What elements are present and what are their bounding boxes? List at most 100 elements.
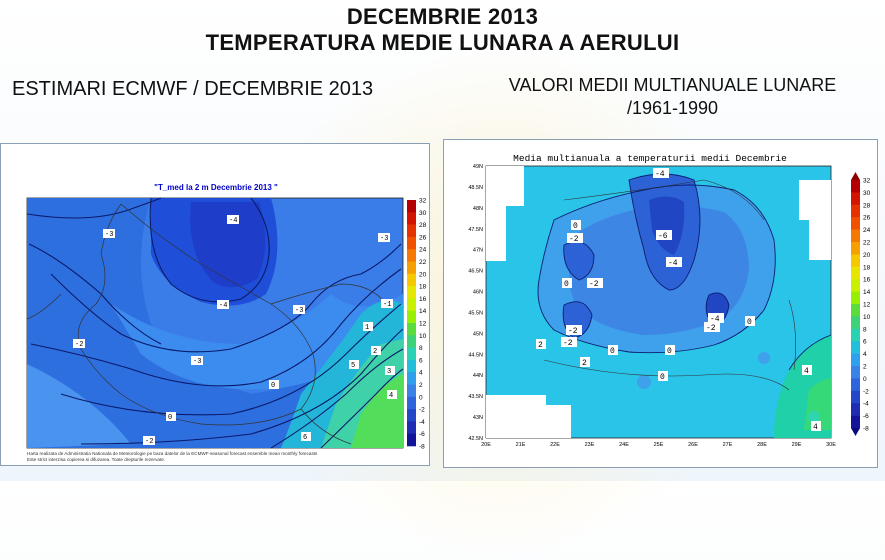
multiannual-map-title: Media multianuala a temperaturii medii D… [513,153,787,164]
contour-label: 0 [168,414,172,422]
colorbar-swatch [407,359,416,373]
longitude-tick-label: 27E [723,442,733,448]
colorbar-tick-label: 22 [419,259,427,266]
longitude-tick-label: 24E [619,442,629,448]
colorbar-swatch [407,236,416,250]
colorbar-swatch [407,421,416,434]
colorbar-swatch [851,204,860,218]
latitude-tick-label: 43N [473,415,483,421]
ecmwf-footer-line2: Este strict interzisa copierea si difuza… [27,457,165,462]
colorbar-tick-label: 24 [419,247,427,254]
longitude-tick-label: 29E [792,442,802,448]
colorbar-tick-label: 12 [419,321,427,328]
contour-label: 5 [351,362,355,370]
contour-label: -2 [75,341,83,349]
contour-label: 6 [303,434,307,442]
colorbar-tick-label: 4 [863,351,867,358]
colorbar-tick-label: -6 [863,413,869,420]
ecmwf-contour-labels: -4 -4 -3 -3 -3 -3 -2 -2 -1 0 0 1 2 3 4 5… [73,215,397,446]
contour-label: 4 [813,423,818,432]
colorbar-tick-label: -4 [863,401,869,408]
contour-label: 0 [564,280,569,289]
colorbar-swatch [851,254,860,268]
colorbar-tick-label: -2 [863,388,869,395]
colorbar-swatch [851,316,860,330]
ecmwf-forecast-map: "T_med la 2 m Decembrie 2013 " [0,143,430,466]
contour-label: -1 [383,301,391,309]
right-panel-heading: VALORI MEDII MULTIANUALE LUNARE /1961-19… [475,74,870,120]
contour-label: 4 [389,392,393,400]
ecmwf-map-title: "T_med la 2 m Decembrie 2013 " [154,183,278,192]
contour-label: -4 [219,302,227,310]
multiannual-map-svg: Media multianuala a temperaturii medii D… [468,150,871,448]
colorbar-swatch [851,403,860,416]
contour-label: -2 [568,327,578,336]
colorbar-tick-label: 14 [863,289,871,296]
colorbar-swatch [407,372,416,385]
colorbar-tick-label: 26 [863,215,871,222]
latitude-tick-label: 43.5N [468,394,483,400]
colorbar-swatch [851,266,860,280]
latitude-tick-label: 42.5N [468,436,483,442]
longitude-tick-label: 28E [757,442,767,448]
latitude-tick-label: 46N [473,290,483,296]
contour-label: -3 [380,235,388,243]
colorbar-tick-label: 12 [863,302,871,309]
colorbar-swatch [407,384,416,398]
colorbar-swatch [851,180,860,193]
colorbar-tick-label: 32 [419,198,427,205]
contour-label: 0 [573,222,578,231]
colorbar-max-arrow [851,172,860,180]
colorbar-swatch [851,378,860,392]
colorbar-tick-label: 22 [863,240,871,247]
colorbar-tick-label: -4 [419,419,425,426]
colorbar-tick-label: 20 [863,252,871,259]
latitude-axis: 49N 48.5N 48N 47.5N 47N 46.5N 46N 45.5N 45N 44.5N… [468,164,483,442]
latitude-tick-label: 46.5N [468,269,483,275]
colorbar-swatch [407,347,416,361]
colorbar-tick-label: 2 [863,364,867,371]
latitude-tick-label: 45N [473,331,483,337]
colorbar-tick-label: 14 [419,308,427,315]
multiannual-map-area: -4 0 -2 -6 -4 -2 -4 -2 0 -2 -2 0 2 0 0 0… [485,165,832,439]
right-heading-line1: VALORI MEDII MULTIANUALE LUNARE [508,75,837,95]
contour-label: 2 [538,341,543,350]
contour-label: 1 [365,324,369,332]
latitude-tick-label: 44.5N [468,352,483,358]
colorbar-swatch [407,200,416,213]
colorbar-swatch [851,353,860,367]
longitude-tick-label: 22E [550,442,560,448]
page-subtitle: TEMPERATURA MEDIE LUNARA A AERULUI [205,30,680,55]
latitude-tick-label: 44N [473,373,483,379]
colorbar-swatch [407,323,416,336]
longitude-axis: 20E 21E 22E 23E 24E 25E 26E 27E 28E 29E 30E [481,442,836,448]
contour-label: -4 [668,259,678,268]
colorbar-swatch [407,335,416,348]
colorbar-swatch [407,212,416,225]
contour-label: -2 [145,438,153,446]
colorbar-swatch [407,409,416,422]
colorbar-swatch [407,298,416,311]
colorbar-swatch [851,279,860,292]
colorbar-tick-label: 0 [863,376,867,383]
contour-label: 0 [667,347,672,356]
colorbar-tick-label: 8 [419,345,423,352]
longitude-tick-label: 30E [826,442,836,448]
colorbar-tick-label: 8 [863,326,867,333]
colorbar-swatch [851,390,860,404]
colorbar-swatch [851,291,860,305]
latitude-tick-label: 49N [473,164,483,170]
longitude-tick-label: 26E [688,442,698,448]
longitude-tick-label: 23E [585,442,595,448]
colorbar-swatch [407,433,416,447]
ecmwf-map-area: -4 -4 -3 -3 -3 -3 -2 -2 -1 0 0 1 2 3 4 5… [26,197,404,449]
colorbar-tick-label: 30 [863,190,871,197]
colorbar-tick-label: 6 [419,357,423,364]
contour-label: -2 [706,324,716,333]
colorbar-tick-label: 6 [863,339,867,346]
multiannual-mean-map: Media multianuala a temperaturii medii D… [443,139,878,468]
contour-label: -6 [658,232,668,241]
contour-label: -3 [105,231,113,239]
